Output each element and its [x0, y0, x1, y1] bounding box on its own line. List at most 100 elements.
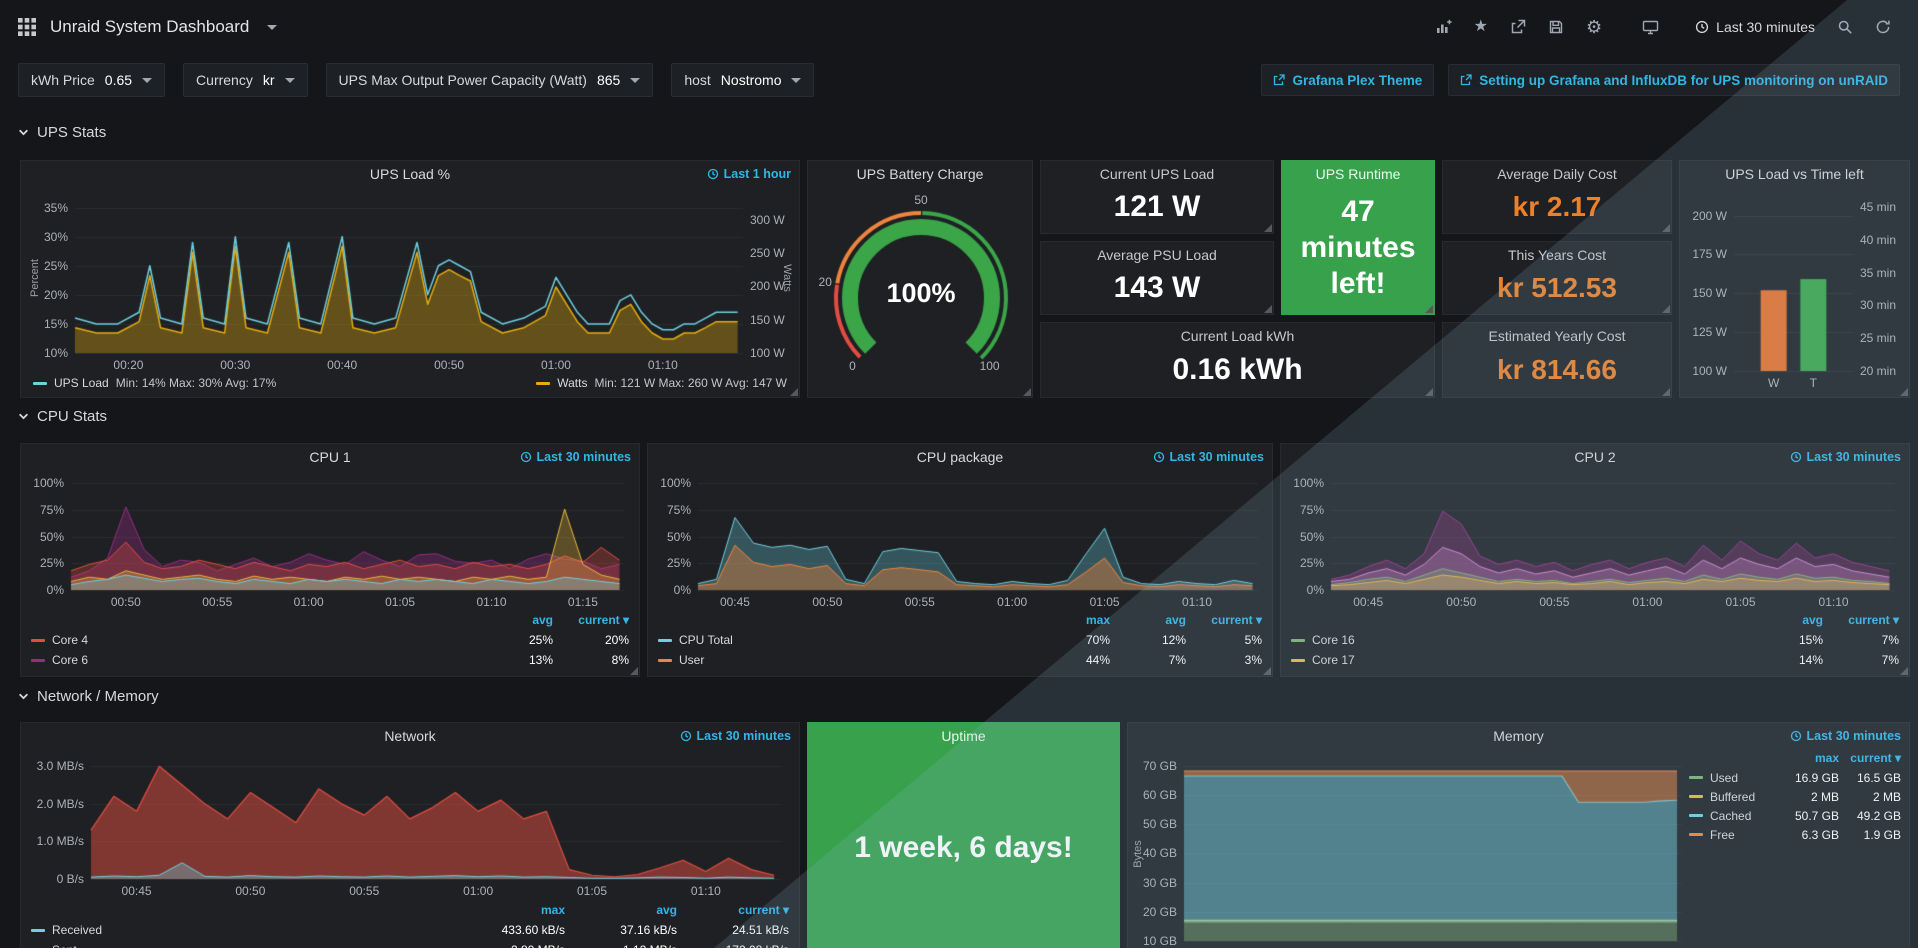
y-tick: 1.0 MB/s	[36, 834, 84, 849]
variable-host[interactable]: host Nostromo	[671, 63, 815, 97]
variable-value[interactable]: kr	[263, 72, 295, 88]
time-badge[interactable]: Last 30 minutes	[520, 450, 631, 464]
legend-swatch	[1689, 833, 1703, 836]
legend-header: avg current ▾	[1291, 613, 1899, 630]
time-badge[interactable]: Last 30 minutes	[1153, 450, 1264, 464]
x-tick: 01:05	[1725, 595, 1756, 609]
x-tick: 01:10	[1598, 946, 1658, 948]
ups-load-chart[interactable]: Percent Watts 10% 15% 20% 25% 30% 35% 100 W 150…	[27, 187, 795, 373]
search-button[interactable]	[1828, 13, 1862, 41]
panel-title[interactable]: Network	[384, 728, 436, 744]
panel-title[interactable]: Average PSU Load	[1097, 247, 1217, 263]
legend-label[interactable]: Core 6	[52, 653, 89, 667]
legend-label[interactable]: Free	[1710, 827, 1735, 842]
legend-value: 8%	[611, 653, 629, 667]
chevron-down-icon[interactable]	[267, 24, 278, 30]
legend-label[interactable]: Sent	[52, 943, 77, 948]
panel-title[interactable]: Estimated Yearly Cost	[1488, 328, 1626, 344]
panel-title[interactable]: UPS Load vs Time left	[1725, 166, 1864, 182]
settings-button[interactable]: ⚙	[1577, 13, 1611, 41]
cpu-package-chart[interactable]: 0% 25% 50% 75% 100% 00:45 00:50 00:55 01:00 01:05…	[654, 470, 1268, 610]
share-button[interactable]	[1501, 13, 1535, 41]
panel-title[interactable]: Current UPS Load	[1099, 166, 1215, 182]
legend-column-header[interactable]: max	[1085, 613, 1110, 627]
panel-title[interactable]: UPS Load %	[369, 166, 451, 182]
legend-label[interactable]: Buffered	[1710, 789, 1756, 804]
panel-title[interactable]: UPS Battery Charge	[856, 166, 984, 182]
panel-title[interactable]: Average Daily Cost	[1497, 166, 1617, 182]
cpu2-chart[interactable]: 0% 25% 50% 75% 100% 00:45 00:50 00:55 01:00 01:05…	[1287, 470, 1905, 610]
legend-column-header[interactable]: current ▾	[578, 613, 629, 627]
section-network-memory[interactable]: Network / Memory	[18, 688, 159, 705]
cpu1-chart[interactable]: 0% 25% 50% 75% 100% 00:50 00:55 01:00 01:05 01:10…	[27, 470, 635, 610]
legend-column-header[interactable]: avg	[1165, 613, 1186, 627]
legend-value: 2 MB	[1872, 789, 1901, 804]
time-badge[interactable]: Last 30 minutes	[680, 729, 791, 743]
legend-label[interactable]: Core 4	[52, 633, 89, 647]
legend-column-header[interactable]: max	[540, 903, 565, 917]
legend-label[interactable]: User	[679, 653, 705, 667]
legend-label[interactable]: UPS Load	[54, 376, 109, 390]
legend-column-header[interactable]: avg	[1802, 613, 1823, 627]
page-title[interactable]: Unraid System Dashboard	[50, 17, 250, 36]
refresh-button[interactable]	[1866, 13, 1900, 41]
network-chart[interactable]: 0 B/s 1.0 MB/s 2.0 MB/s 3.0 MB/s 00:45 00:50 0…	[27, 749, 795, 899]
section-ups-stats[interactable]: UPS Stats	[18, 124, 106, 141]
panel-title[interactable]: Current Load kWh	[1180, 328, 1295, 344]
panel-title[interactable]: CPU package	[916, 449, 1004, 465]
legend-label[interactable]: Core 17	[1312, 653, 1355, 667]
panel-title[interactable]: UPS Runtime	[1315, 166, 1401, 182]
save-button[interactable]	[1539, 13, 1573, 41]
panel-title[interactable]: CPU 1	[309, 449, 351, 465]
panel-title[interactable]: Memory	[1493, 728, 1544, 744]
x-tick: 00:55	[1539, 595, 1570, 609]
variable-kwh-price[interactable]: kWh Price 0.65	[18, 63, 166, 97]
legend-label[interactable]: Watts	[557, 376, 588, 390]
legend-label[interactable]: Used	[1710, 770, 1739, 785]
legend-label[interactable]: Received	[52, 923, 103, 937]
time-range-button[interactable]: Last 30 minutes	[1686, 13, 1824, 41]
legend-row: Received 433.60 kB/s 37.16 kB/s 24.51 kB/s	[31, 920, 789, 940]
ups-bar-chart[interactable]: W T 100 W 125 W 150 W 175 W 200 W 20 min 25 min 3…	[1680, 187, 1909, 395]
variable-value[interactable]: 0.65	[105, 72, 153, 88]
variable-ups-max-watt[interactable]: UPS Max Output Power Capacity (Watt) 865	[325, 63, 654, 97]
link-grafana-plex-theme[interactable]: Grafana Plex Theme	[1261, 64, 1435, 96]
x-tick: 01:00	[997, 595, 1028, 609]
legend-label[interactable]: Cached	[1710, 808, 1752, 823]
chart-legend: avg current ▾ Core 16 15% 7% Core 17 14% 7%	[1291, 613, 1899, 670]
chevron-down-icon	[630, 77, 641, 83]
legend-label[interactable]: CPU Total	[679, 633, 733, 647]
legend-column-header[interactable]: avg	[656, 903, 677, 917]
link-ups-monitoring-guide[interactable]: Setting up Grafana and InfluxDB for UPS …	[1448, 64, 1900, 96]
x-tick: 00:55	[349, 884, 380, 898]
variable-label: Currency	[196, 72, 253, 88]
chart-canvas	[816, 187, 1026, 393]
time-badge[interactable]: Last 30 minutes	[1790, 450, 1901, 464]
legend-column-header[interactable]: current ▾	[1850, 751, 1901, 765]
add-panel-button[interactable]	[1426, 13, 1461, 41]
legend-column-header[interactable]: current ▾	[1211, 613, 1262, 627]
legend-column-header[interactable]: current ▾	[738, 903, 789, 917]
memory-chart[interactable]: Bytes 10 GB 20 GB 30 GB 40 GB 50 GB 60 GB 70 G…	[1132, 749, 1690, 948]
legend-label[interactable]: Core 16	[1312, 633, 1355, 647]
legend-column-header[interactable]: current ▾	[1848, 613, 1899, 627]
panel-title[interactable]: This Years Cost	[1507, 247, 1607, 263]
panel-title[interactable]: Uptime	[941, 728, 986, 744]
legend-value: 6.3 GB	[1801, 827, 1839, 842]
star-button[interactable]: ★	[1465, 14, 1497, 40]
section-cpu-stats[interactable]: CPU Stats	[18, 408, 107, 425]
time-badge[interactable]: Last 30 minutes	[1790, 729, 1901, 743]
dashboard-grid-icon[interactable]	[18, 18, 36, 36]
panel-title[interactable]: CPU 2	[1574, 449, 1616, 465]
time-badge[interactable]: Last 1 hour	[707, 167, 791, 181]
variable-value[interactable]: Nostromo	[721, 72, 802, 88]
variable-currency[interactable]: Currency kr	[183, 63, 308, 97]
variable-value[interactable]: 865	[597, 72, 641, 88]
legend-column-header[interactable]: max	[1814, 751, 1839, 765]
clock-icon	[707, 168, 718, 180]
tv-mode-button[interactable]	[1633, 13, 1668, 41]
legend-value: 16.5 GB	[1856, 770, 1901, 785]
legend-column-header[interactable]: avg	[532, 613, 553, 627]
panel-cpu2: CPU 2 Last 30 minutes 0% 25% 50% 75% 100% 00:…	[1280, 443, 1910, 677]
